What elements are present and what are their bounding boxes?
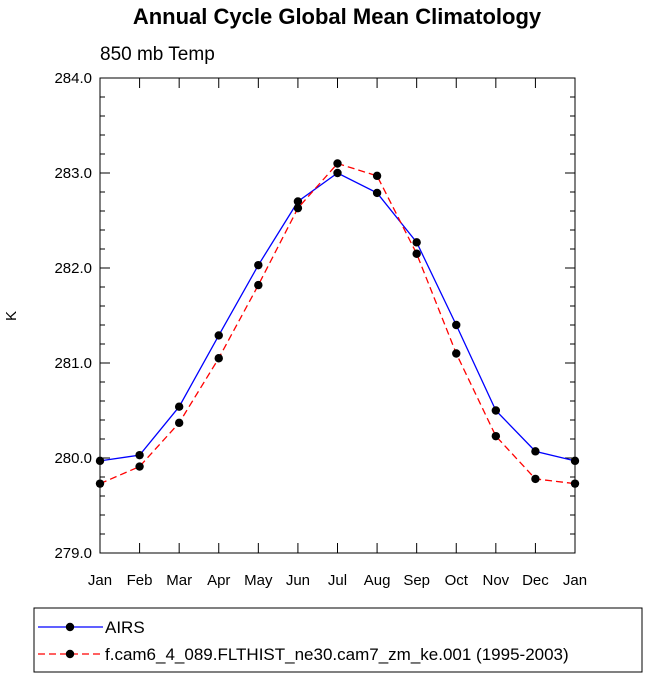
data-point-cam [452, 349, 461, 358]
x-tick-label: Nov [482, 572, 509, 589]
plot-frame [99, 77, 576, 554]
x-tick-label: Jan [88, 572, 112, 589]
data-point-airs [491, 406, 501, 415]
y-tick-label: 283.0 [54, 165, 92, 182]
x-tick-label: Aug [364, 572, 391, 589]
data-point-airs [293, 197, 303, 206]
data-point-airs [531, 447, 540, 456]
data-point-airs [174, 402, 184, 411]
data-point-cam [174, 418, 184, 428]
legend-box [33, 607, 643, 673]
chart-subtitle: 850 mb Temp [100, 44, 215, 65]
data-point-airs [135, 450, 144, 460]
data-point-airs [254, 260, 263, 270]
data-point-cam [412, 249, 421, 258]
y-tick-label: 279.0 [54, 545, 92, 562]
data-point-cam [491, 431, 501, 441]
legend-marker-airs [65, 622, 75, 632]
legend-label-cam: f.cam6_4_089.FLTHIST_ne30.cam7_zm_ke.001… [105, 645, 569, 664]
series-layer [95, 159, 580, 488]
x-tick-label: Mar [166, 572, 192, 589]
x-tick-label: Jun [286, 572, 310, 589]
data-point-cam [254, 280, 263, 290]
x-tick-label: Feb [127, 572, 153, 589]
y-axis-label: K [3, 311, 20, 321]
x-tick-label: Jan [563, 572, 587, 589]
y-tick-label: 280.0 [54, 450, 92, 467]
data-point-cam [135, 462, 144, 471]
y-tick-label: 281.0 [54, 355, 92, 372]
y-ticks: 279.0 280.0 281.0 282.0 283.0 284.0 [54, 70, 575, 562]
series-line-cam [99, 162, 576, 485]
legend: AIRS f.cam6_4_089.FLTHIST_ne30.cam7_zm_ke… [38, 618, 569, 664]
data-point-cam [372, 171, 382, 181]
data-point-cam [214, 354, 223, 363]
data-point-cam [333, 159, 342, 168]
data-point-airs [333, 168, 342, 178]
data-point-airs [214, 331, 223, 340]
data-point-airs [452, 320, 461, 330]
x-tick-label: Sep [403, 572, 430, 589]
data-point-cam [293, 203, 303, 213]
y-tick-label: 282.0 [54, 260, 92, 277]
data-point-airs [372, 188, 382, 198]
y-tick-label: 284.0 [54, 70, 92, 87]
data-point-airs [412, 238, 421, 247]
series-line-airs [99, 172, 576, 462]
x-tick-label: Apr [207, 572, 230, 589]
x-tick-label: Oct [445, 572, 469, 589]
legend-marker-cam [65, 649, 75, 659]
x-tick-label: Dec [522, 572, 549, 589]
x-tick-label: Jul [328, 572, 347, 589]
chart-title: Annual Cycle Global Mean Climatology [133, 4, 542, 29]
legend-label-airs: AIRS [105, 618, 145, 637]
x-ticks: Jan Feb Mar Apr May Jun Jul Aug Sep Oct Nov Dec Jan [88, 78, 587, 589]
x-tick-label: May [244, 572, 273, 589]
data-point-cam [531, 474, 540, 484]
